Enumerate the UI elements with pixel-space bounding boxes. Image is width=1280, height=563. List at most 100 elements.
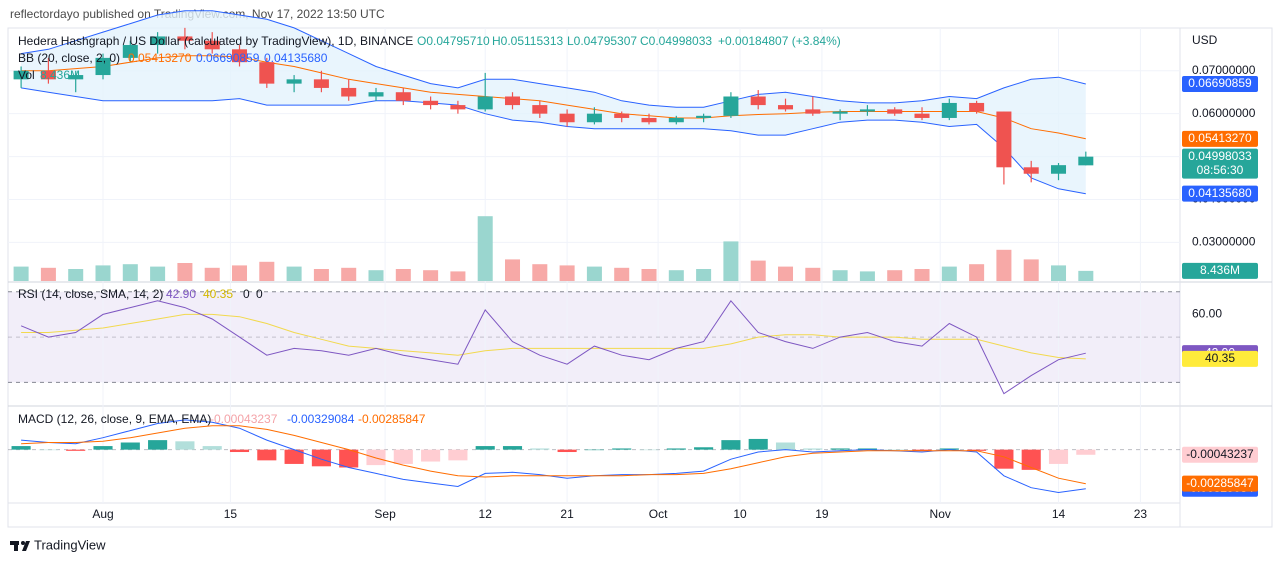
y-tick-label: 0.07000000 [1192, 63, 1256, 77]
candle-body [477, 96, 493, 110]
axis-unit: USD [1192, 33, 1218, 47]
candle-body [614, 113, 630, 118]
candle-body [832, 111, 848, 114]
price-tag-label: 40.35 [1205, 351, 1235, 365]
brand: TradingView [34, 537, 106, 552]
legend-value: -0.00285847 [358, 412, 426, 426]
rsi-band [8, 291, 1180, 383]
candle-body [778, 105, 794, 110]
macd-histogram-bar [257, 449, 277, 461]
macd-line [21, 425, 1086, 485]
macd-line [21, 419, 1086, 494]
y-tick-label: 60.00 [1192, 307, 1222, 321]
y-tick-label: 0.03000000 [1192, 235, 1256, 249]
volume-bar [586, 266, 602, 281]
x-tick-label: Sep [374, 507, 396, 521]
volume-bar [969, 264, 985, 281]
volume-bar [450, 271, 466, 281]
volume-bar [231, 265, 248, 281]
macd-histogram-bar [803, 448, 823, 450]
candle-body [423, 100, 439, 106]
price-tag [1182, 130, 1258, 147]
volume-bar [423, 270, 439, 281]
legend-value: +0.00184807 (+3.84%) [718, 34, 841, 48]
candle-body [341, 87, 357, 97]
candle-body [450, 105, 466, 110]
volume-bar [13, 266, 29, 281]
candle-body [969, 102, 985, 112]
legend-bb: BB (20, close, 2, 0) [18, 51, 120, 65]
x-tick-label: Aug [92, 507, 113, 521]
x-tick-label: 14 [1052, 507, 1066, 521]
volume-bar [750, 260, 766, 281]
macd-histogram-bar [393, 449, 413, 464]
tradingview-logo [10, 541, 30, 551]
macd-histogram-bar [11, 446, 31, 450]
volume-bar [122, 264, 138, 281]
price-tag [1182, 148, 1258, 179]
candle-body [723, 96, 739, 116]
volume-bar [887, 270, 903, 281]
volume-bar [696, 269, 712, 281]
macd-histogram-bar [721, 440, 741, 450]
x-tick-label: 21 [560, 507, 574, 521]
volume-bar [996, 249, 1012, 281]
layer-legend: Hedera Hashgraph / US Dollar (calculated… [18, 34, 841, 426]
macd-histogram-bar [66, 449, 86, 451]
volume-bar [559, 265, 575, 281]
volume-bar [95, 265, 111, 281]
volume-bar [532, 264, 548, 281]
legend-title: Hedera Hashgraph / US Dollar (calculated… [18, 34, 413, 48]
rsi-line [21, 313, 1086, 360]
candle-body [204, 40, 220, 50]
macd-histogram-bar [830, 448, 850, 450]
y-tick-label: 0.06000000 [1192, 106, 1256, 120]
candle-body [1051, 165, 1067, 174]
candle-body [887, 109, 903, 114]
macd-histogram-bar [748, 438, 768, 450]
x-tick-label: 12 [479, 507, 493, 521]
countdown: 08:56:30 [1197, 163, 1244, 177]
macd-histogram-bar [1076, 449, 1096, 455]
candle-body [231, 49, 248, 63]
volume-bar [40, 267, 56, 281]
volume-bar [614, 267, 630, 281]
macd-histogram-bar [38, 449, 58, 451]
macd-histogram-bar [694, 447, 714, 450]
candle-body [122, 45, 138, 58]
bb-upper [21, 10, 1086, 108]
macd-histogram-bar [202, 446, 222, 450]
volume-bar [641, 269, 657, 281]
volume-bar [1023, 259, 1039, 281]
macd-histogram-bar [1021, 449, 1041, 470]
candle-body [805, 109, 821, 114]
candle-body [177, 36, 193, 41]
macd-histogram-bar [229, 449, 250, 453]
candle-body [68, 75, 84, 80]
volume-bar [177, 263, 193, 281]
volume-bar [1051, 265, 1067, 281]
rsi-line [20, 299, 1086, 395]
macd-histogram-bar [775, 442, 796, 450]
macd-histogram-bar [339, 449, 359, 468]
macd-histogram-bar [857, 448, 877, 450]
macd-histogram-bar [502, 446, 523, 450]
legend-value: H0.05115313 [492, 34, 564, 48]
macd-histogram-bar [448, 449, 468, 461]
price-tag-label: -0.00043237 [1186, 447, 1254, 461]
layer-marks [11, 10, 1096, 494]
candle-body [559, 113, 575, 123]
macd-histogram-bar [148, 440, 168, 450]
legend-vol-value: 8.436M [40, 68, 80, 82]
volume-bar [204, 267, 220, 281]
candle-body [1023, 167, 1039, 174]
macd-histogram-bar [912, 449, 932, 451]
volume-bar [286, 266, 302, 281]
legend-value: 0 [256, 287, 263, 301]
candle-body [914, 113, 930, 118]
volume-bar [259, 261, 275, 281]
price-tag-label: 0.06690859 [1188, 76, 1252, 90]
price-tag-label: 0.04998033 [1188, 149, 1252, 163]
